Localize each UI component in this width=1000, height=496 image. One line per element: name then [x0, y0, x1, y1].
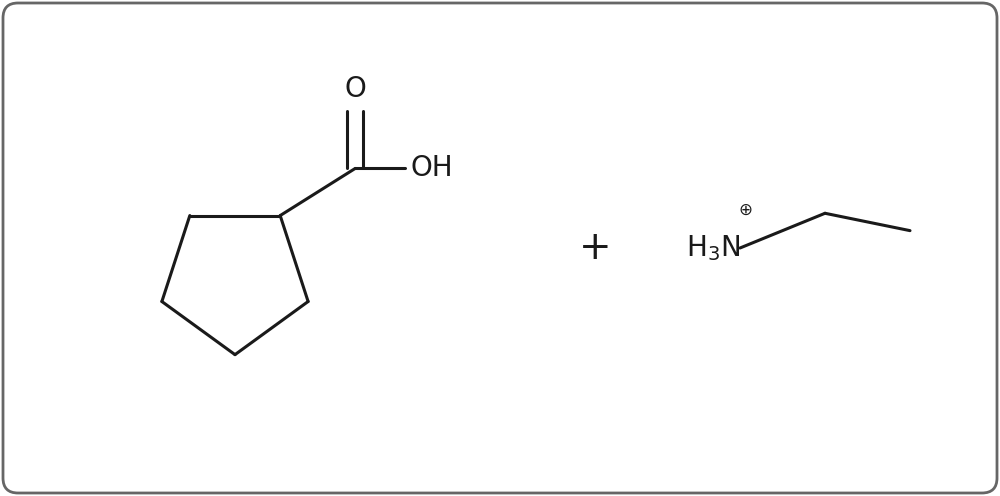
Text: ⊕: ⊕ [738, 201, 752, 219]
FancyBboxPatch shape [3, 3, 997, 493]
Text: +: + [579, 229, 611, 267]
Text: OH: OH [410, 154, 453, 183]
Text: H$_3$N: H$_3$N [686, 233, 740, 263]
Text: O: O [344, 75, 366, 103]
